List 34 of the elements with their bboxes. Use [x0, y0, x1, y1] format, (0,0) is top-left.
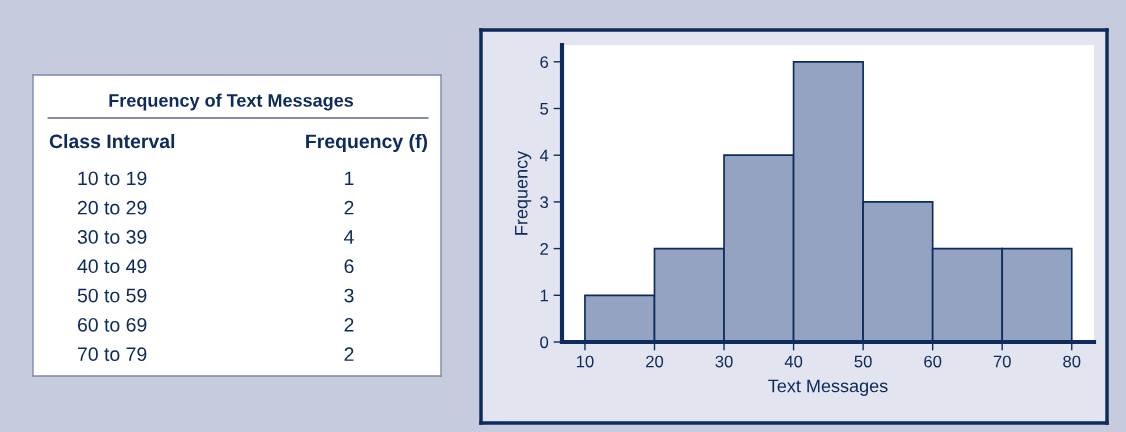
text: Class Interval	[49, 133, 175, 149]
category-label: 60 to 69	[77, 317, 147, 332]
category-label: 40 to 49	[77, 259, 147, 274]
data-label: 3	[344, 288, 354, 303]
category-label: 20 to 29	[77, 200, 147, 215]
category-label: 10 to 19	[78, 171, 147, 186]
x-tick-label: 10	[576, 355, 594, 368]
data-label: 2	[344, 200, 354, 215]
y-tick-label: 0	[540, 336, 549, 349]
data-label: 6	[344, 259, 354, 274]
data-label: 4	[344, 230, 354, 244]
y-tick-label: 2	[540, 243, 548, 255]
data-label: 2	[344, 347, 354, 361]
x-tick-label: 20	[646, 355, 664, 368]
data-label: 1	[345, 171, 354, 186]
x-tick-label: 70	[993, 355, 1011, 368]
text: Frequency of Text Messages	[109, 93, 354, 111]
y-tick-label: 1	[540, 289, 548, 302]
y-tick-label: 6	[540, 56, 549, 69]
category-label: 50 to 59	[77, 288, 147, 303]
x-tick-label: 30	[715, 355, 733, 368]
text: Frequency (f)	[306, 133, 428, 153]
x-tick-label: 60	[924, 355, 942, 368]
category-label: 70 to 79	[78, 347, 147, 362]
x-axis-title: Text Messages	[768, 379, 888, 396]
x-tick-label: 40	[784, 355, 803, 368]
y-tick-label: 4	[539, 149, 549, 162]
y-axis-title: Frequency	[515, 150, 532, 235]
x-tick-label: 80	[1063, 355, 1081, 368]
category-label: 30 to 39	[77, 230, 147, 244]
x-tick-label: 50	[854, 355, 872, 368]
y-tick-label: 3	[540, 196, 549, 209]
y-tick-label: 5	[540, 103, 549, 115]
data-label: 2	[344, 317, 354, 332]
